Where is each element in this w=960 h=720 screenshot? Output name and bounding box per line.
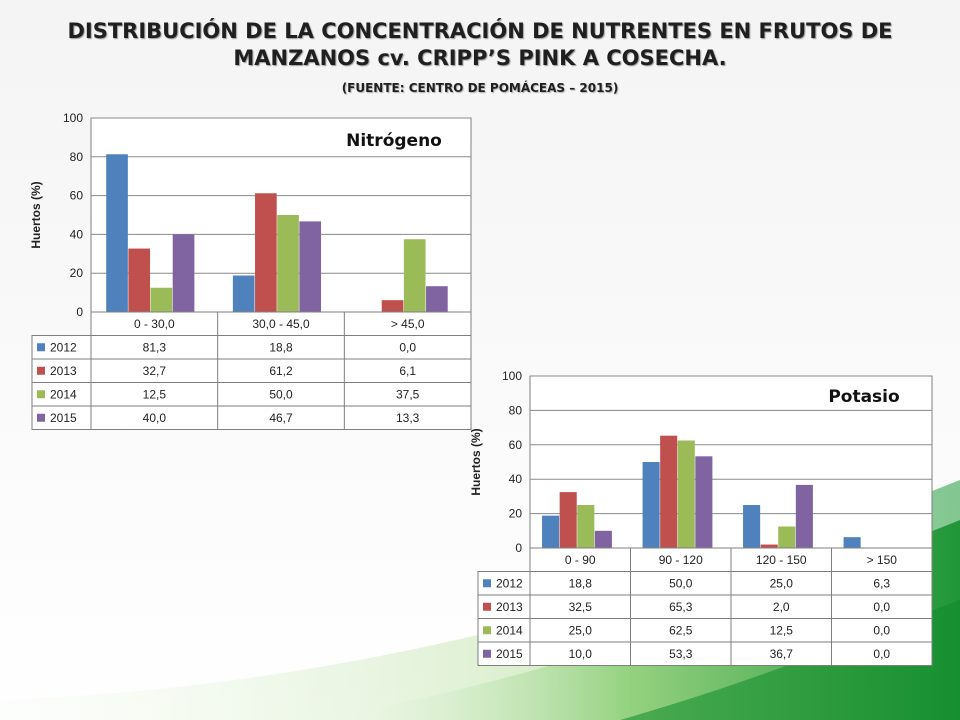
data-label: 18,8 — [269, 340, 293, 354]
y-tick-label: 100 — [63, 111, 83, 125]
data-label: 6,3 — [873, 576, 890, 590]
bar-2012-3 — [843, 537, 861, 548]
y-tick-label: 60 — [509, 438, 523, 452]
data-label: 65,3 — [669, 600, 693, 614]
data-label: 36,7 — [770, 647, 794, 661]
slide-title: DISTRIBUCIÓN DE LA CONCENTRACIÓN DE NUTR… — [20, 18, 940, 72]
bar-2013-1 — [660, 435, 678, 548]
legend-label-2014: 2014 — [50, 387, 77, 401]
bar-2015-1 — [695, 456, 713, 548]
data-label: 81,3 — [143, 340, 167, 354]
potassium-chart: 0 20 40 60 80 100 Huertos (%) Potasio 0 - 90 90 -… — [469, 369, 933, 666]
data-label: 32,5 — [569, 600, 593, 614]
bar-2013-1 — [255, 193, 277, 312]
bar-2015-2 — [426, 286, 448, 312]
y-tick-label: 80 — [70, 150, 84, 164]
bar-2012-0 — [106, 154, 128, 312]
bar-2013-0 — [128, 248, 151, 312]
data-label: 12,5 — [143, 387, 167, 401]
data-label: 40,0 — [143, 411, 167, 425]
category-label: > 45,0 — [391, 317, 425, 331]
category-label: 90 - 120 — [659, 553, 703, 567]
y-tick-label: 100 — [502, 369, 522, 383]
legend-label-2013: 2013 — [50, 364, 77, 378]
data-label: 0,0 — [873, 647, 890, 661]
category-label: 120 - 150 — [756, 553, 807, 567]
y-tick-label: 80 — [509, 403, 523, 417]
category-label: 30,0 - 45,0 — [252, 317, 310, 331]
data-label: 0,0 — [873, 600, 890, 614]
bar-2012-1 — [232, 275, 255, 312]
legend-key-2015 — [483, 649, 491, 658]
bar-2013-2 — [381, 300, 404, 312]
legend-label-2014: 2014 — [496, 623, 523, 637]
category-label: 0 - 30,0 — [134, 317, 175, 331]
data-label: 0,0 — [873, 623, 890, 637]
data-label: 13,3 — [396, 411, 420, 425]
legend-key-2014 — [37, 390, 45, 399]
bar-2015-0 — [172, 234, 195, 312]
chart-title: Potasio — [828, 387, 899, 407]
legend-key-2014 — [483, 626, 491, 635]
bar-2014-2 — [778, 526, 796, 548]
category-label: > 150 — [867, 553, 898, 567]
data-label: 62,5 — [669, 623, 693, 637]
bar-2015-0 — [594, 530, 612, 548]
data-label: 12,5 — [770, 623, 794, 637]
slide-title-line2: MANZANOS cv. CRIPP’S PINK A COSECHA. — [233, 46, 727, 70]
bar-2014-1 — [277, 215, 299, 312]
legend-label-2015: 2015 — [496, 647, 523, 661]
legend-key-2013 — [483, 602, 491, 611]
data-label: 32,7 — [143, 364, 167, 378]
slide-title-line1: DISTRIBUCIÓN DE LA CONCENTRACIÓN DE NUTR… — [67, 19, 893, 43]
plot-area — [529, 375, 933, 549]
y-tick-label: 20 — [509, 507, 523, 521]
bar-2014-0 — [150, 287, 173, 312]
y-axis-label: Huertos (%) — [469, 428, 483, 495]
y-tick-label: 40 — [70, 227, 84, 241]
bar-2013-0 — [559, 492, 577, 548]
bar-2015-2 — [795, 484, 813, 548]
bar-2012-2 — [743, 505, 761, 548]
legend-label-2013: 2013 — [496, 600, 523, 614]
y-axis-label: Huertos (%) — [29, 181, 43, 248]
data-label: 6,1 — [399, 364, 416, 378]
data-label: 61,2 — [269, 364, 293, 378]
data-label: 37,5 — [396, 387, 420, 401]
legend-label-2012: 2012 — [496, 576, 523, 590]
data-label: 10,0 — [569, 647, 593, 661]
bar-2012-1 — [642, 462, 660, 548]
bar-2014-2 — [403, 239, 426, 312]
chart-title: Nitrógeno — [346, 131, 442, 151]
data-label: 50,0 — [669, 576, 693, 590]
bar-2014-0 — [577, 505, 595, 548]
bar-2013-2 — [760, 544, 778, 548]
y-tick-label: 0 — [515, 541, 522, 555]
data-label: 18,8 — [569, 576, 593, 590]
data-label: 25,0 — [569, 623, 593, 637]
category-label: 0 - 90 — [565, 553, 596, 567]
slide-source: (FUENTE: CENTRO DE POMÁCEAS – 2015) — [341, 81, 619, 95]
data-label: 2,0 — [773, 600, 790, 614]
legend-key-2012 — [37, 343, 45, 352]
bar-2015-1 — [299, 221, 322, 312]
legend-key-2012 — [483, 579, 491, 588]
legend-key-2013 — [37, 366, 45, 375]
legend-label-2012: 2012 — [50, 340, 77, 354]
y-tick-label: 0 — [76, 305, 83, 319]
nitrogen-chart: 0 20 40 60 80 100 Huertos (%) Nitrógeno 0 - 30,0… — [29, 111, 472, 430]
legend-label-2015: 2015 — [50, 411, 77, 425]
y-tick-label: 20 — [70, 266, 84, 280]
bar-2014-1 — [677, 440, 695, 548]
y-tick-label: 60 — [70, 189, 84, 203]
bar-2012-0 — [542, 515, 560, 548]
data-label: 53,3 — [669, 647, 693, 661]
data-label: 50,0 — [269, 387, 293, 401]
legend-key-2015 — [37, 413, 45, 422]
data-label: 46,7 — [269, 411, 293, 425]
data-label: 0,0 — [399, 340, 416, 354]
y-tick-label: 40 — [509, 472, 523, 486]
data-label: 25,0 — [770, 576, 794, 590]
